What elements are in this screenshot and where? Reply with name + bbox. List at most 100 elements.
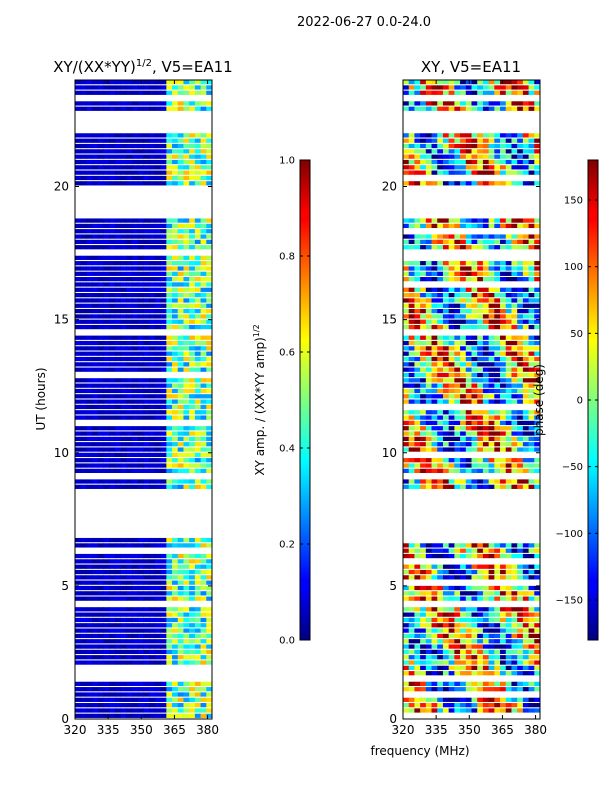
heatmap-cell — [126, 399, 133, 404]
heatmap-cell — [154, 138, 162, 143]
colorbar1-label: XY amp. / (XX*YY amp)1/2 — [252, 324, 267, 475]
heatmap-cell — [511, 154, 518, 159]
heatmap-cell — [477, 308, 484, 314]
colorbar-tick-label: −100 — [556, 529, 583, 540]
heatmap-cell — [86, 319, 93, 324]
heatmap-cell — [454, 266, 461, 271]
heatmap-cell — [517, 697, 524, 702]
heatmap-cell — [528, 165, 535, 170]
heatmap-cell — [403, 633, 410, 639]
heatmap-cell — [183, 399, 190, 404]
heatmap-cell — [109, 143, 116, 149]
heatmap-cell — [206, 271, 212, 276]
heatmap-cell — [143, 218, 150, 223]
heatmap-cell — [482, 591, 490, 596]
heatmap-cell — [160, 426, 167, 431]
heatmap-cell — [534, 612, 540, 617]
heatmap-cell — [92, 335, 99, 340]
heatmap-cell — [431, 553, 438, 559]
heatmap-cell — [103, 463, 110, 468]
heatmap-cell — [132, 346, 139, 351]
heatmap-cell — [454, 324, 461, 330]
heatmap-cell — [522, 149, 529, 154]
heatmap-cell — [143, 649, 150, 655]
heatmap-cell — [414, 308, 421, 314]
heatmap-cell — [465, 399, 472, 404]
heatmap-cell — [437, 324, 444, 330]
heatmap-cell — [408, 569, 415, 575]
heatmap-cell — [403, 623, 410, 628]
heatmap-cell — [482, 340, 490, 346]
heatmap-cell — [160, 703, 167, 708]
heatmap-cell — [166, 133, 173, 138]
heatmap-cell — [431, 271, 438, 276]
heatmap-cell — [137, 378, 144, 383]
heatmap-cell — [132, 90, 139, 95]
heatmap-cell — [143, 644, 150, 649]
heatmap-cell — [149, 223, 156, 229]
heatmap-cell — [403, 362, 410, 367]
y-tick-label: 20 — [54, 180, 69, 194]
heatmap-cell — [517, 660, 524, 665]
heatmap-cell — [522, 569, 529, 575]
heatmap-cell — [471, 468, 478, 473]
heatmap-cell — [143, 367, 150, 372]
heatmap-cell — [126, 277, 133, 282]
heatmap-cell — [471, 308, 478, 314]
heatmap-cell — [109, 639, 116, 644]
heatmap-cell — [160, 612, 167, 617]
heatmap-cell — [517, 85, 524, 90]
heatmap-cell — [414, 394, 421, 399]
heatmap-cell — [425, 681, 432, 686]
heatmap-cell — [500, 223, 507, 229]
heatmap-cell — [494, 138, 501, 143]
heatmap-cell — [132, 85, 139, 90]
heatmap-cell — [465, 420, 472, 426]
heatmap-cell — [505, 681, 512, 686]
heatmap-cell — [177, 229, 184, 234]
heatmap-cell — [534, 463, 540, 468]
heatmap-cell — [200, 314, 207, 319]
heatmap-cell — [143, 692, 150, 697]
heatmap-cell — [206, 175, 212, 181]
heatmap-cell — [511, 463, 518, 468]
heatmap-cell — [465, 681, 472, 686]
heatmap-cell — [189, 596, 196, 601]
heatmap-cell — [494, 165, 501, 170]
heatmap-cell — [200, 388, 207, 394]
heatmap-cell — [511, 703, 518, 708]
heatmap-cell — [431, 623, 438, 628]
heatmap-cell — [425, 388, 432, 394]
heatmap-cell — [431, 463, 438, 468]
heatmap-cell — [86, 165, 93, 170]
heatmap-cell — [109, 426, 116, 431]
heatmap-cell — [500, 85, 507, 90]
heatmap-cell — [172, 655, 179, 660]
heatmap-cell — [460, 644, 467, 649]
heatmap-cell — [442, 362, 450, 367]
heatmap-cell — [137, 133, 144, 138]
heatmap-cell — [126, 106, 133, 111]
heatmap-cell — [97, 426, 104, 431]
heatmap-cell — [511, 697, 518, 702]
heatmap-cell — [97, 703, 104, 708]
heatmap-cell — [132, 468, 139, 473]
heatmap-cell — [177, 575, 184, 580]
heatmap-cell — [114, 639, 122, 644]
heatmap-cell — [120, 543, 127, 548]
heatmap-cell — [120, 319, 127, 324]
heatmap-cell — [97, 553, 104, 559]
heatmap-cell — [206, 346, 212, 351]
heatmap-cell — [488, 420, 495, 426]
heatmap-cell — [488, 708, 495, 713]
heatmap-cell — [172, 388, 179, 394]
heatmap-cell — [126, 564, 133, 569]
heatmap-cell — [431, 575, 438, 580]
heatmap-cell — [403, 484, 410, 489]
heatmap-cell — [126, 442, 133, 447]
heatmap-cell — [92, 660, 99, 665]
heatmap-cell — [408, 644, 415, 649]
heatmap-cell — [414, 436, 421, 442]
heatmap-cell — [80, 340, 87, 346]
